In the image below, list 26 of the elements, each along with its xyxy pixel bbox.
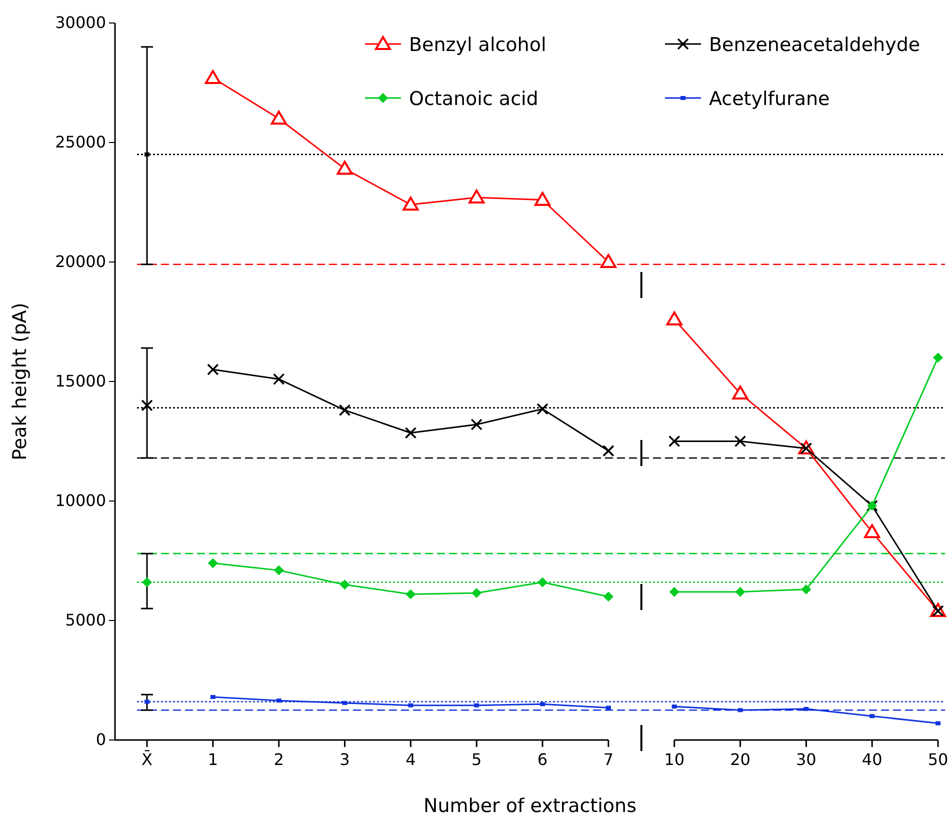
y-tick-label: 30000 (55, 13, 106, 32)
y-tick-label: 10000 (55, 491, 106, 510)
x-tick-label: X̄ (142, 750, 153, 769)
legend-label: Benzyl alcohol (409, 34, 546, 56)
x-tick-label: 5 (471, 750, 482, 769)
legend-label: Octanoic acid (409, 88, 538, 110)
y-tick-label: 25000 (55, 132, 106, 152)
legend-label: Benzeneacetaldehyde (709, 34, 920, 56)
y-tick-label: 0 (96, 730, 106, 750)
legend-label: Acetylfurane (709, 88, 830, 110)
x-tick-label: 40 (862, 750, 882, 769)
y-tick-label: 15000 (55, 372, 106, 391)
x-tick-label: 6 (537, 750, 548, 769)
x-tick-label: 4 (406, 750, 416, 769)
x-tick-label: 10 (664, 750, 685, 769)
x-tick-label: 50 (928, 750, 948, 769)
x-tick-label: 2 (274, 750, 284, 769)
x-tick-label: 3 (340, 750, 350, 769)
x-axis-title: Number of extractions (424, 795, 636, 816)
y-tick-label: 20000 (55, 252, 106, 272)
y-tick-label: 5000 (65, 610, 106, 630)
x-tick-label: 30 (796, 750, 816, 769)
x-tick-label: 7 (603, 750, 614, 769)
x-tick-label: 1 (208, 750, 218, 769)
y-axis-title: Peak height (pA) (9, 302, 31, 460)
x-tick-label: 20 (730, 750, 750, 769)
